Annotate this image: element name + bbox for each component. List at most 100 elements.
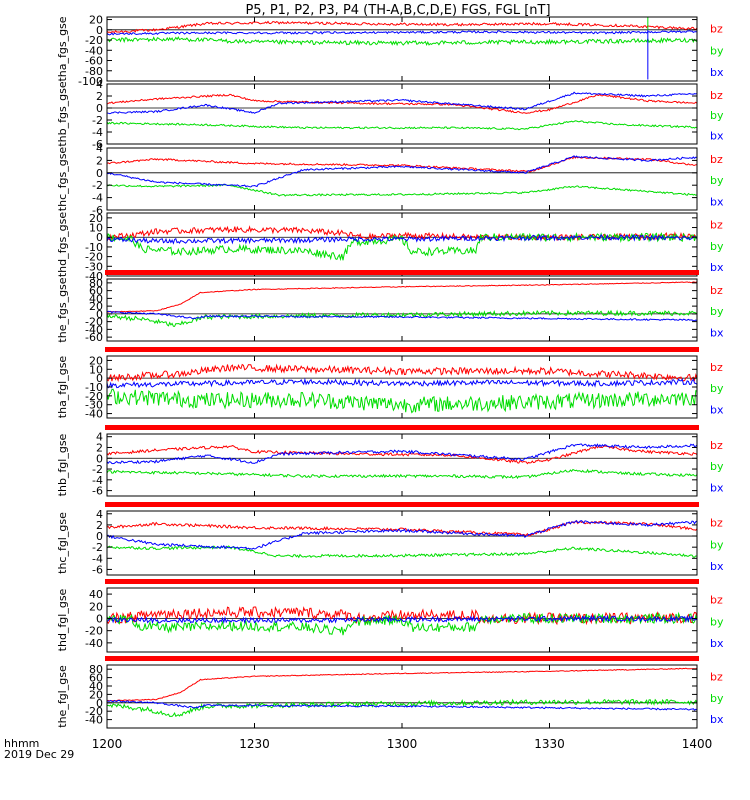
series-bx-line xyxy=(107,91,697,115)
y-tick-label: 0 xyxy=(96,102,103,115)
series-bz-line xyxy=(107,93,697,114)
x-tick-label: 1200 xyxy=(92,737,123,751)
legend-bz: bz xyxy=(710,670,723,683)
legend-bx: bx xyxy=(710,403,724,416)
legend-bx: bx xyxy=(710,481,724,494)
y-tick-label: 0 xyxy=(96,452,103,465)
y-tick-label: 2 xyxy=(96,519,103,532)
y-axis-label: the_fgs_gse xyxy=(56,277,69,342)
coverage-bar xyxy=(105,270,699,275)
series-bx-line xyxy=(107,30,697,36)
y-tick-label: -40 xyxy=(85,714,103,727)
y-tick-label: 0 xyxy=(96,167,103,180)
y-tick-label: 20 xyxy=(89,212,103,225)
series-bz-line xyxy=(107,444,697,465)
y-tick-label: -20 xyxy=(85,316,103,329)
series-by-line xyxy=(107,183,697,197)
series-by-line xyxy=(107,36,697,47)
panel-thb_fgl_gse: 420-2-4-6 thb_fgl_gse bz by bx xyxy=(56,425,724,498)
legend-by: by xyxy=(710,44,724,57)
panel-tha_fgs_gse: 200-20-40-60-80-100 tha_fgs_gse bz by bx xyxy=(56,14,724,88)
legend-by: by xyxy=(710,240,724,253)
legend-by: by xyxy=(710,382,724,395)
legend-by: by xyxy=(710,174,724,187)
y-tick-label: 0 xyxy=(96,697,103,710)
y-tick-label: -4 xyxy=(92,126,103,139)
y-tick-label: -20 xyxy=(85,34,103,47)
series-group xyxy=(107,363,697,414)
panel-frame xyxy=(106,83,698,145)
y-tick-label: -80 xyxy=(85,65,103,78)
y-axis-label: thc_fgs_gse xyxy=(56,147,69,212)
legend-bx: bx xyxy=(710,261,724,274)
y-tick-label: 40 xyxy=(89,588,103,601)
legend-bx: bx xyxy=(710,66,724,79)
series-by-line xyxy=(107,468,697,480)
series-by-line xyxy=(107,120,697,131)
series-bz-line xyxy=(107,155,697,173)
series-group xyxy=(107,17,697,80)
series-bz-line xyxy=(107,667,697,702)
y-tick-label: -40 xyxy=(85,637,103,650)
y-axis-label: the_fgl_gse xyxy=(56,665,69,728)
series-group xyxy=(107,443,697,480)
legend-bz: bz xyxy=(710,284,723,297)
y-tick-label: -60 xyxy=(85,55,103,68)
panel-thc_fgl_gse: 420-2-4-6 thc_fgl_gse bz by bx xyxy=(56,502,724,576)
y-tick-label: 20 xyxy=(89,688,103,701)
legend-bz: bz xyxy=(710,218,723,231)
coverage-bar xyxy=(105,425,699,430)
y-tick-label: 20 xyxy=(89,300,103,313)
legend-bx: bx xyxy=(710,637,724,650)
y-tick-label: 0 xyxy=(96,231,103,244)
y-tick-label: 2 xyxy=(96,441,103,454)
legend-bz: bz xyxy=(710,23,723,36)
legend-bz: bz xyxy=(710,517,723,530)
legend-by: by xyxy=(710,109,724,122)
y-tick-label: 4 xyxy=(96,142,103,155)
series-group xyxy=(107,519,697,559)
y-axis-label: tha_fgs_gse xyxy=(56,16,69,81)
series-bx-line xyxy=(107,377,697,389)
y-tick-label: -20 xyxy=(85,625,103,638)
y-tick-label: 0 xyxy=(96,530,103,543)
series-by-line xyxy=(107,388,697,414)
y-tick-label: 10 xyxy=(89,222,103,235)
figure-title: P5, P1, P2, P3, P4 (TH-A,B,C,D,E) FGS, F… xyxy=(245,3,550,18)
legend-bz: bz xyxy=(710,361,723,374)
legend-bx: bx xyxy=(710,560,724,573)
y-tick-label: 4 xyxy=(96,431,103,444)
series-bz-line xyxy=(107,20,697,34)
series-group xyxy=(107,225,697,262)
y-tick-label: 60 xyxy=(89,285,103,298)
series-bx-line xyxy=(107,443,697,465)
y-tick-label: -20 xyxy=(85,251,103,264)
y-tick-label: -40 xyxy=(85,323,103,336)
y-tick-label: 20 xyxy=(89,14,103,27)
panel-frame xyxy=(106,212,698,277)
y-tick-label: -30 xyxy=(85,260,103,273)
y-tick-label: 40 xyxy=(89,680,103,693)
y-tick-label: -6 xyxy=(92,485,103,498)
y-tick-label: -4 xyxy=(92,192,103,205)
y-tick-label: 40 xyxy=(89,292,103,305)
y-tick-label: 0 xyxy=(96,24,103,37)
legend-by: by xyxy=(710,692,724,705)
panel-thb_fgs_gse: 420-2-4-6 thb_fgs_gse bz by bx xyxy=(56,78,724,151)
series-group xyxy=(107,281,697,327)
series-by-line xyxy=(107,231,697,262)
series-group xyxy=(107,606,697,636)
y-tick-label: 0 xyxy=(96,612,103,625)
y-axis-label: thb_fgl_gse xyxy=(56,433,69,496)
x-tick-label: 1400 xyxy=(682,737,713,751)
series-bz-line xyxy=(107,520,697,537)
y-tick-label: -2 xyxy=(92,541,103,554)
y-tick-label: -100 xyxy=(78,75,103,88)
x-tick-label: 1300 xyxy=(387,737,418,751)
coverage-bar xyxy=(105,502,699,507)
